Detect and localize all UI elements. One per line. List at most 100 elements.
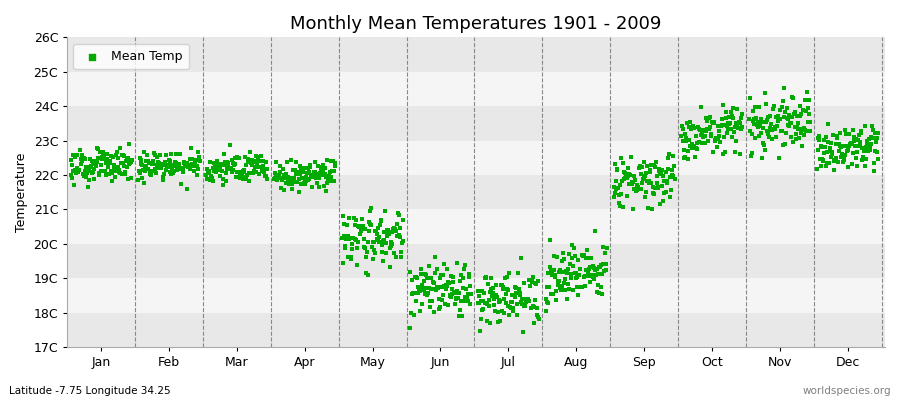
Point [581,273,596,279]
Point [508,294,522,300]
Point [415,301,429,308]
Point [353,231,367,237]
Point [254,164,268,170]
Point [502,312,517,318]
Point [433,304,447,310]
Point [346,235,360,242]
Point [770,118,785,124]
Point [92,172,106,178]
Point [823,144,837,151]
Point [650,180,664,186]
Point [316,166,330,173]
Point [652,171,667,177]
Point [435,297,449,304]
Point [77,168,92,174]
Point [719,109,733,116]
Point [552,269,566,276]
Point [677,154,691,161]
Point [366,238,381,245]
Point [780,114,795,121]
Point [677,147,691,154]
Point [746,108,760,114]
Point [87,158,102,164]
Point [802,97,816,104]
Point [544,291,559,298]
Point [851,142,866,149]
Point [693,131,707,138]
Point [64,156,78,163]
Point [103,160,117,166]
Point [772,116,787,122]
Point [339,222,354,228]
Point [445,291,459,298]
Point [704,130,718,137]
Point [679,134,693,141]
Point [859,144,873,150]
Point [840,148,854,154]
Point [69,169,84,175]
Point [234,169,248,176]
Point [140,166,155,172]
Point [370,231,384,237]
Point [709,135,724,142]
Point [160,162,175,169]
Point [789,136,804,142]
Point [155,161,169,168]
Point [578,283,592,289]
Point [644,179,658,186]
Point [137,179,151,186]
Point [685,140,699,147]
Point [559,268,573,274]
Point [98,156,112,162]
Point [867,168,881,174]
Point [767,126,781,133]
Point [161,162,176,168]
Point [193,158,207,164]
Point [190,172,204,178]
Point [455,284,470,291]
Point [446,279,461,285]
Point [616,160,630,166]
Point [343,235,357,242]
Point [785,114,799,121]
Point [598,250,612,256]
Point [628,177,643,184]
Point [421,290,436,296]
Point [247,168,261,174]
Point [392,234,407,240]
Point [587,264,601,271]
Point [749,115,763,121]
Point [567,245,581,252]
Point [629,186,643,192]
Point [612,200,626,206]
Point [565,255,580,261]
Point [753,116,768,122]
Point [561,280,575,287]
Point [410,274,425,281]
Point [340,235,355,241]
Point [364,221,378,228]
Point [308,169,322,175]
Point [215,181,230,188]
Point [320,157,335,163]
Point [742,116,757,122]
Point [371,237,385,244]
Point [384,240,399,247]
Point [337,233,351,239]
Point [493,318,508,324]
Point [562,286,576,292]
Point [243,149,257,156]
Point [255,168,269,174]
Point [107,162,122,169]
Point [91,155,105,161]
Point [491,299,506,305]
Point [122,141,136,147]
Point [141,160,156,166]
Point [251,154,266,160]
Point [278,172,293,179]
Point [242,178,256,184]
Point [206,160,220,166]
Point [666,173,680,180]
Point [589,272,603,278]
Point [166,168,181,174]
